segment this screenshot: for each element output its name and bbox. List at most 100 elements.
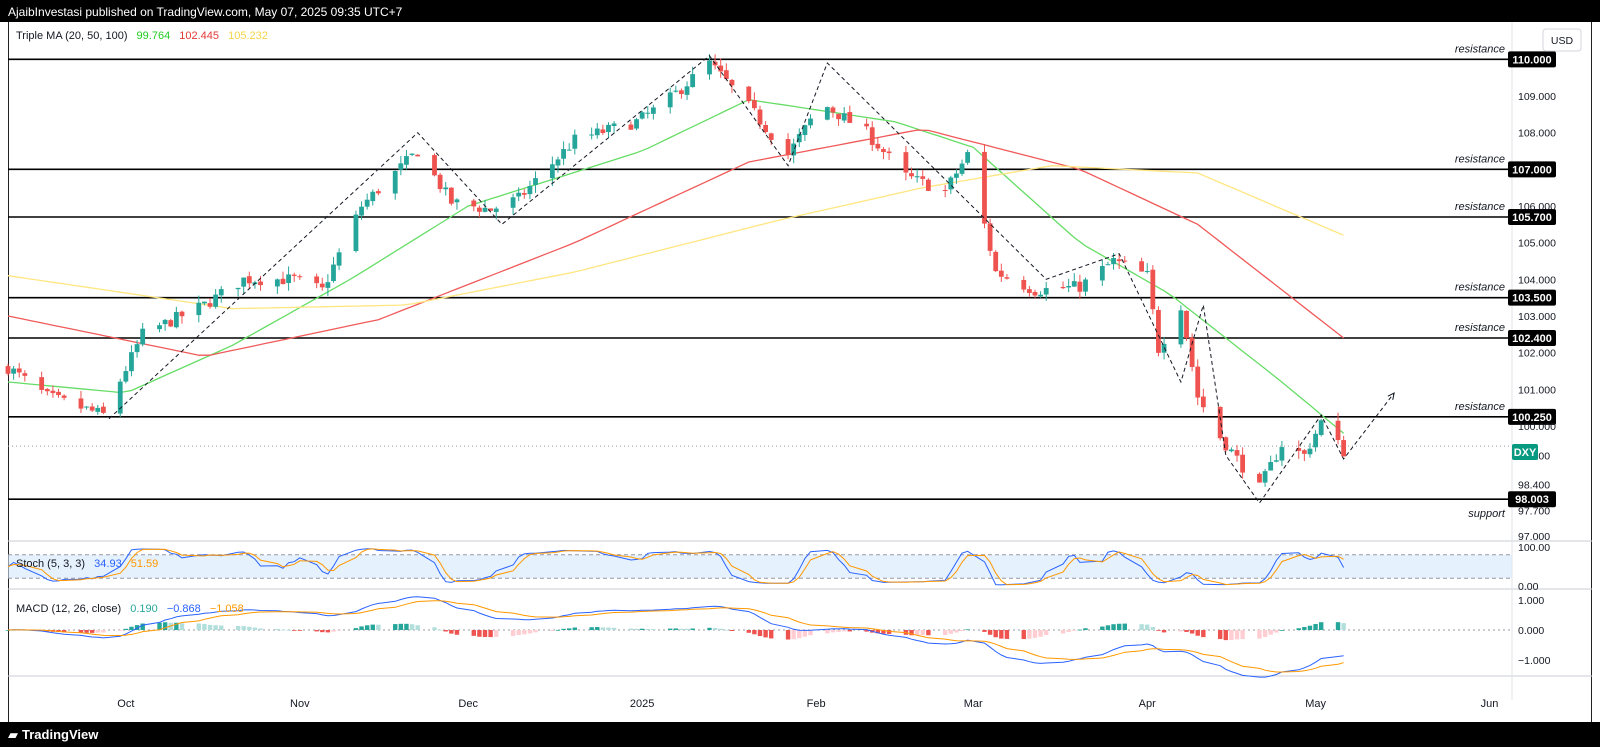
macd-histogram-bar	[1257, 630, 1262, 639]
candle-up	[516, 192, 522, 197]
macd-histogram-bar	[1240, 630, 1245, 640]
macd-tick-label: 1.000	[1518, 595, 1544, 607]
candle-down	[1217, 406, 1223, 439]
candle-up	[117, 381, 123, 414]
macd-histogram-bar	[1100, 626, 1105, 630]
macd-histogram-bar	[566, 628, 572, 630]
macd-histogram-bar	[1217, 630, 1223, 640]
macd-histogram-bar	[292, 630, 297, 631]
currency-button[interactable]	[1542, 28, 1582, 52]
macd-histogram-bar	[797, 630, 802, 639]
level-tag-label: 105.700	[1512, 212, 1552, 224]
macd-histogram-bar	[959, 630, 965, 632]
macd-histogram-bar	[752, 630, 757, 635]
macd-histogram-bar	[1302, 626, 1307, 630]
macd-histogram-bar	[471, 630, 476, 636]
candle-up	[1161, 343, 1167, 353]
macd-histogram-bar	[926, 630, 931, 636]
candle-down	[471, 200, 477, 207]
macd-histogram-bar	[679, 628, 684, 630]
candle-up	[196, 302, 202, 316]
macd-histogram-bar	[1032, 630, 1038, 638]
macd-histogram-bar	[769, 630, 774, 639]
candle-down	[246, 276, 252, 284]
candle-down	[729, 79, 735, 86]
price-chart[interactable]: 110.000 resistance 107.000 resistance 105.70…	[0, 0, 1600, 722]
candle-up	[1066, 285, 1072, 288]
candle-up	[954, 173, 959, 178]
candle-down	[437, 174, 443, 190]
macd-histogram-bar	[920, 630, 925, 636]
macd-histogram-bar	[1268, 630, 1273, 635]
macd-histogram-bar	[533, 630, 538, 633]
price-tick-label: 108.000	[1518, 128, 1556, 140]
candle-down	[1223, 437, 1229, 451]
macd-pane: 1.000 0.000 −1.000	[5, 595, 1551, 678]
candle-down	[1156, 309, 1161, 353]
macd-histogram-bar	[1313, 624, 1318, 630]
candle-down	[56, 391, 61, 396]
stoch-d-value: 51.59	[131, 558, 159, 570]
macd-histogram-bar	[639, 628, 645, 630]
candle-up	[140, 328, 146, 345]
macd-histogram-bar	[611, 627, 617, 630]
macd-histogram-bar	[162, 622, 168, 630]
level-tag	[1508, 161, 1556, 178]
candle-down	[207, 303, 213, 307]
macd-histogram-bar	[95, 630, 100, 633]
macd-histogram-bar	[1060, 630, 1066, 634]
macd-histogram-bar	[673, 628, 679, 630]
candle-down	[757, 109, 763, 125]
macd-histogram-bar	[331, 630, 336, 632]
stoch-legend[interactable]: Stoch (5, 3, 3) 34.93 51.59	[16, 558, 158, 570]
candle-down	[746, 86, 752, 102]
candles	[5, 54, 1347, 487]
macd-histogram-bar	[258, 628, 263, 630]
candle-down	[415, 154, 421, 157]
macd-histogram-bar	[948, 630, 954, 634]
candle-up	[1279, 447, 1285, 461]
candle-up	[1307, 448, 1313, 455]
candle-down	[998, 270, 1004, 277]
macd-histogram-bar	[1184, 630, 1189, 632]
macd-histogram-bar	[314, 630, 319, 632]
candle-up	[510, 197, 516, 208]
candle-down	[44, 389, 50, 392]
resistance-annotation: resistance	[1455, 153, 1505, 165]
macd-histogram-bar	[370, 624, 375, 630]
candle-down	[875, 143, 881, 149]
macd-histogram-bar	[1077, 629, 1083, 631]
candle-up	[589, 134, 595, 136]
level-tag-label: 102.400	[1512, 333, 1552, 345]
macd-histogram-bar	[320, 630, 325, 633]
candle-down	[521, 193, 527, 195]
macd-histogram-bar	[522, 630, 527, 635]
macd-histogram-bar	[202, 623, 207, 630]
zigzag-line	[108, 54, 1395, 504]
candle-up	[841, 113, 847, 121]
candle-down	[319, 283, 325, 288]
zigzag-pattern	[108, 54, 1395, 504]
symbol-tag-label: DXY	[1514, 447, 1537, 459]
macd-legend[interactable]: MACD (12, 26, close) 0.190 −0.868 −1.058	[16, 603, 244, 615]
candle-up	[1043, 288, 1049, 295]
macd-histogram-bar	[572, 627, 578, 630]
candle-up	[202, 301, 207, 304]
macd-histogram-bar	[836, 630, 841, 632]
candle-up	[791, 143, 797, 156]
macd-histogram-bar	[684, 628, 690, 630]
candle-up	[134, 344, 140, 353]
candle-up	[572, 134, 578, 149]
level-tag-label: 98.003	[1515, 494, 1549, 506]
triple-ma-legend[interactable]: Triple MA (20, 50, 100) 99.764 102.445 1…	[16, 30, 268, 42]
macd-histogram-bar	[1178, 630, 1184, 632]
macd-histogram-bar	[965, 629, 970, 631]
macd-histogram-bar	[123, 628, 129, 630]
macd-histogram-bar	[690, 628, 695, 630]
macd-histogram-bar	[286, 629, 291, 631]
stoch-band	[8, 554, 1512, 579]
macd-histogram-bar	[712, 627, 718, 630]
candle-up	[707, 60, 712, 75]
date-label: May	[1305, 698, 1326, 710]
candle-up	[398, 163, 404, 170]
